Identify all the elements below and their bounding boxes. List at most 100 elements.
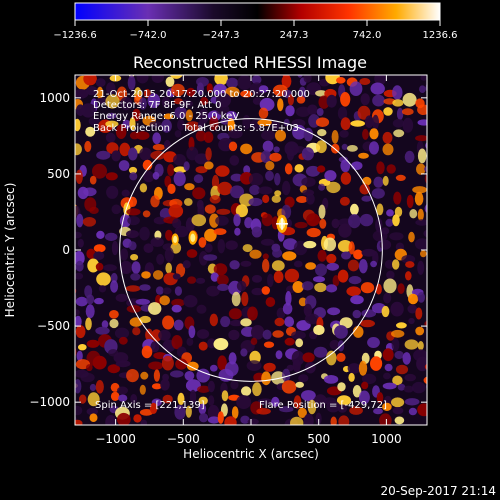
heat-speckle: [260, 150, 272, 163]
annotation-detectors: Detectors: 7F 8F 9F, Att 0: [93, 100, 221, 111]
heat-speckle: [204, 161, 214, 170]
heat-speckle: [386, 270, 395, 280]
heat-speckle: [89, 413, 98, 423]
heat-speckle: [258, 107, 269, 119]
heat-speckle: [303, 413, 314, 425]
heat-speckle: [370, 356, 383, 371]
heat-speckle: [126, 230, 139, 239]
colorbar: −1236.6 −742.0 −247.3 247.3 742.0 1236.6: [53, 2, 458, 41]
heat-speckle: [148, 302, 162, 315]
heat-speckle: [383, 65, 394, 75]
heatmap-blobs: [63, 63, 436, 425]
heat-speckle: [265, 297, 276, 307]
heat-speckle: [414, 238, 427, 250]
annotation-energy-range: Energy Range: 6.0 - 25.0 keV: [93, 111, 239, 122]
heat-speckle: [135, 131, 150, 140]
heat-speckle: [251, 325, 265, 340]
heat-speckle: [110, 280, 119, 293]
heat-speckle: [279, 406, 294, 413]
heat-speckle: [386, 209, 394, 217]
heat-speckle: [75, 419, 83, 425]
heat-speckle: [339, 196, 350, 206]
heat-speckle: [233, 213, 241, 227]
heat-speckle: [326, 400, 341, 413]
heat-speckle: [339, 130, 349, 138]
heat-speckle: [416, 163, 426, 175]
heat-speckle: [151, 75, 164, 83]
heat-speckle: [382, 143, 394, 156]
heat-speckle: [215, 165, 230, 177]
heat-speckle: [152, 270, 164, 280]
heat-speckle: [114, 327, 130, 339]
heat-speckle: [340, 92, 351, 107]
heat-speckle: [262, 258, 270, 273]
heat-speckle: [286, 148, 295, 161]
heat-speckle: [126, 369, 139, 383]
x-tick-label: 0: [247, 432, 255, 446]
heat-speckle: [349, 406, 363, 415]
heat-speckle: [105, 120, 119, 128]
heat-speckle: [96, 150, 111, 160]
heat-speckle: [184, 183, 195, 191]
heat-speckle: [348, 241, 355, 255]
heat-speckle: [406, 194, 414, 209]
heat-speckle: [383, 107, 393, 116]
heat-speckle: [424, 173, 427, 184]
heat-speckle: [89, 206, 99, 214]
heat-speckle: [263, 362, 276, 372]
heat-speckle: [63, 216, 71, 226]
heat-speckle: [295, 338, 304, 348]
heat-speckle: [409, 209, 418, 219]
heat-speckle: [98, 285, 107, 293]
heat-speckle: [171, 335, 183, 350]
heat-speckle: [111, 204, 122, 215]
colorbar-tick-label: −742.0: [129, 30, 166, 41]
heat-speckle: [75, 293, 77, 303]
heat-speckle: [140, 419, 148, 425]
heat-speckle: [402, 92, 417, 107]
heat-speckle: [165, 262, 172, 274]
heat-speckle: [217, 239, 226, 254]
heat-speckle: [230, 380, 239, 390]
heat-speckle: [79, 394, 87, 404]
heat-speckle: [346, 286, 362, 297]
heat-speckle: [359, 183, 371, 195]
heat-speckle: [413, 63, 427, 74]
heat-speckle: [193, 174, 204, 184]
heat-speckle: [75, 169, 83, 184]
heat-speckle: [326, 350, 337, 366]
heat-speckle: [75, 296, 88, 307]
heat-speckle: [129, 117, 136, 131]
heat-speckle: [260, 238, 275, 246]
heat-speckle: [325, 284, 338, 293]
heat-speckle: [207, 338, 216, 349]
heat-speckle: [394, 350, 404, 360]
heat-speckle: [177, 392, 185, 405]
colorbar-tick-label: −247.3: [202, 30, 239, 41]
heat-speckle: [316, 165, 326, 173]
heat-speckle: [197, 385, 211, 393]
heat-speckle: [185, 109, 193, 122]
heat-speckle: [75, 118, 81, 132]
heat-speckle: [63, 338, 72, 350]
heat-speckle: [82, 217, 96, 227]
heat-speckle: [115, 293, 128, 302]
heat-speckle: [171, 298, 185, 307]
heat-speckle: [165, 229, 173, 241]
heat-speckle: [275, 129, 286, 142]
heat-speckle: [95, 262, 104, 271]
heat-speckle: [150, 195, 160, 208]
heat-speckle: [323, 375, 339, 384]
heat-speckle: [251, 287, 264, 296]
heat-speckle: [369, 128, 379, 140]
heat-speckle: [286, 364, 294, 372]
heat-speckle: [411, 381, 426, 394]
heat-speckle: [162, 287, 172, 295]
heat-speckle: [236, 395, 252, 410]
heat-speckle: [277, 98, 284, 112]
heat-speckle: [347, 363, 361, 374]
heat-speckle: [105, 172, 118, 181]
heat-speckle: [217, 283, 229, 291]
heat-speckle: [428, 269, 436, 280]
heat-speckle: [115, 360, 131, 368]
